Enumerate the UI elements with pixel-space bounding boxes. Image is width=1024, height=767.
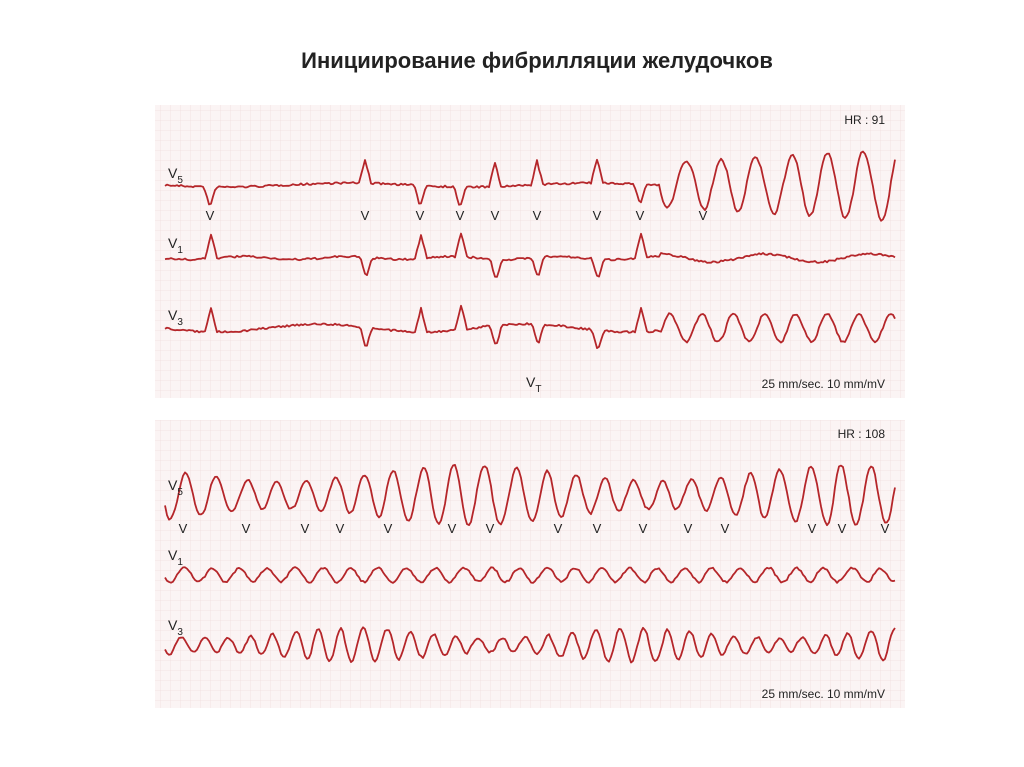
title: Инициирование фибрилляции желудочков — [301, 48, 773, 73]
beat-marker: V — [593, 208, 602, 223]
beat-marker: V — [179, 521, 188, 536]
beat-marker: V — [699, 208, 708, 223]
ecg-trace — [164, 304, 896, 349]
beat-marker: V — [486, 521, 495, 536]
ecg-trace — [164, 626, 896, 664]
beat-marker: V — [721, 521, 730, 536]
lead-label: V1 — [168, 235, 183, 256]
beat-marker: V — [808, 521, 817, 536]
vt-label: VT — [526, 374, 541, 395]
heart-rate: HR : 91 — [844, 113, 885, 127]
beat-marker: V — [361, 208, 370, 223]
ecg-grid — [155, 105, 905, 398]
beat-marker: V — [301, 521, 310, 536]
beat-marker: V — [206, 208, 215, 223]
beat-marker: V — [456, 208, 465, 223]
beat-marker: V — [881, 521, 890, 536]
beat-marker: V — [533, 208, 542, 223]
beat-marker: V — [684, 521, 693, 536]
beat-marker: V — [448, 521, 457, 536]
ecg-trace — [164, 464, 896, 527]
ecg-trace — [164, 232, 896, 278]
lead-label: V1 — [168, 547, 183, 568]
ecg-trace — [164, 566, 896, 584]
beat-marker: V — [491, 208, 500, 223]
beat-marker: V — [416, 208, 425, 223]
beat-marker: V — [593, 521, 602, 536]
beat-marker: V — [838, 521, 847, 536]
lead-label: V5 — [168, 165, 183, 186]
scale-label: 25 mm/sec. 10 mm/mV — [762, 377, 885, 391]
lead-label: V5 — [168, 477, 183, 498]
beat-marker: V — [336, 521, 345, 536]
heart-rate: HR : 108 — [838, 427, 886, 441]
beat-marker: V — [554, 521, 563, 536]
ecg-grid — [155, 420, 905, 708]
ecg-trace — [164, 150, 896, 222]
scale-label: 25 mm/sec. 10 mm/mV — [762, 687, 885, 701]
lead-label: V3 — [168, 617, 183, 638]
beat-marker: V — [242, 521, 251, 536]
beat-marker: V — [384, 521, 393, 536]
beat-marker: V — [639, 521, 648, 536]
lead-label: V3 — [168, 307, 183, 328]
beat-marker: V — [636, 208, 645, 223]
